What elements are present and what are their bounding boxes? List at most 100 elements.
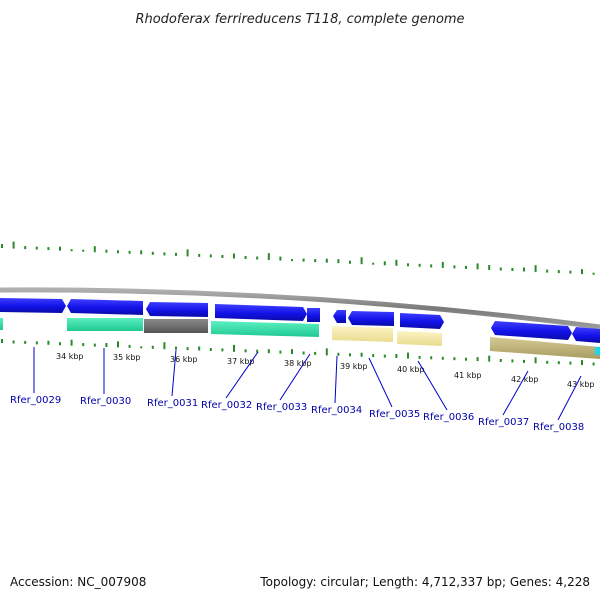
gc-tick (151, 345, 154, 349)
gc-tick (465, 357, 467, 361)
gc-tick (418, 263, 421, 267)
gc-tick (140, 346, 143, 349)
gc-tick (128, 250, 131, 254)
gc-tick (337, 259, 340, 264)
gc-tick (465, 265, 467, 269)
gc-tick (1, 244, 3, 248)
gc-tick (383, 354, 386, 358)
accession-text: Accession: NC_007908 (10, 575, 146, 589)
leader-line (368, 357, 393, 408)
gc-tick (244, 349, 247, 353)
gc-tick (267, 253, 270, 261)
locus-label-rfer-0034[interactable]: Rfer_0034 (311, 405, 362, 416)
kbp-label: 37 kbp (227, 357, 255, 366)
gc-tick (186, 249, 189, 257)
gc-tick (221, 348, 224, 352)
gc-tick (117, 341, 119, 348)
feature-block-teal (211, 321, 319, 337)
gc-tick (430, 356, 433, 360)
gc-tick (244, 256, 247, 259)
gc-tick (105, 343, 108, 347)
locus-label-rfer-0031[interactable]: Rfer_0031 (147, 398, 198, 409)
locus-label-rfer-0037[interactable]: Rfer_0037 (478, 417, 529, 428)
gc-tick (349, 353, 351, 357)
gc-tick (325, 258, 328, 263)
gc-tick (93, 246, 96, 253)
gc-tick (35, 341, 38, 345)
gc-tick (372, 262, 375, 265)
feature-block-yellow (397, 331, 442, 346)
gc-tick (70, 249, 73, 252)
gc-tick (441, 261, 444, 268)
kbp-label: 38 kbp (284, 359, 312, 368)
gene-arrow (307, 308, 320, 322)
gc-tick (569, 270, 572, 274)
feature-block-khaki (490, 337, 600, 359)
gc-tick (117, 250, 119, 254)
gc-tick (140, 250, 143, 255)
gc-tick (523, 359, 525, 363)
locus-label-rfer-0032[interactable]: Rfer_0032 (201, 400, 252, 411)
gc-tick (453, 357, 456, 361)
gene-arrow (491, 321, 572, 340)
gc-tick (59, 246, 61, 251)
gc-tick (430, 264, 433, 268)
gc-tick (499, 267, 502, 271)
gc-tick (302, 351, 305, 355)
locus-label-rfer-0030[interactable]: Rfer_0030 (80, 396, 131, 407)
gc-ticks-upper (1, 241, 595, 275)
feature-block-yellow (332, 326, 393, 342)
gc-tick (175, 346, 177, 350)
gc-tick (70, 339, 73, 346)
gc-tick (256, 349, 259, 353)
gc-tick (302, 258, 305, 262)
leader-line (417, 360, 448, 411)
gc-tick (267, 349, 270, 354)
gc-tick (186, 347, 189, 351)
kbp-label: 35 kbp (113, 353, 141, 362)
locus-tags: Rfer_0029 Rfer_0030 Rfer_0031 Rfer_0032 … (10, 395, 584, 433)
gc-tick (557, 361, 560, 365)
feature-block-teal (67, 318, 143, 331)
kbp-label: 40 kbp (397, 365, 425, 374)
gc-tick (291, 349, 293, 355)
gc-tick (557, 270, 560, 274)
locus-label-rfer-0033[interactable]: Rfer_0033 (256, 402, 307, 413)
gene-arrow (146, 302, 208, 317)
leader-line (279, 353, 311, 401)
kbp-label: 39 kbp (340, 362, 368, 371)
kbp-scale: 34 kbp 35 kbp 36 kbp 37 kbp 38 kbp 39 kb… (56, 352, 595, 389)
locus-label-rfer-0038[interactable]: Rfer_0038 (533, 422, 584, 433)
feature-block-cyan (595, 347, 600, 355)
gene-arrow (333, 310, 346, 323)
gc-tick (314, 351, 317, 355)
kbp-label: 42 kbp (511, 375, 539, 384)
gc-tick (209, 348, 212, 351)
gene-arrow (67, 299, 143, 315)
gc-tick (1, 339, 3, 343)
forward-strand-genes (0, 298, 600, 343)
gc-tick (12, 241, 15, 249)
gc-tick (151, 251, 154, 255)
gc-tick (441, 356, 444, 360)
gc-tick (47, 247, 50, 251)
gc-tick (360, 257, 363, 265)
locus-label-rfer-0029[interactable]: Rfer_0029 (10, 395, 61, 406)
gc-ticks-lower (1, 339, 595, 366)
gc-tick (256, 256, 259, 260)
locus-label-rfer-0036[interactable]: Rfer_0036 (423, 412, 474, 423)
locus-label-rfer-0035[interactable]: Rfer_0035 (369, 409, 420, 420)
gene-arrow (400, 313, 444, 329)
label-leaders (33, 347, 582, 421)
gc-tick (291, 259, 293, 262)
feature-block-teal (0, 318, 3, 330)
gc-tick (395, 354, 398, 358)
leader-line (225, 351, 259, 399)
gc-tick (523, 267, 525, 272)
kbp-label: 41 kbp (454, 371, 482, 380)
gc-tick (534, 357, 537, 364)
gc-tick (383, 261, 386, 266)
gc-tick (59, 342, 61, 346)
gene-arrow (0, 298, 66, 313)
